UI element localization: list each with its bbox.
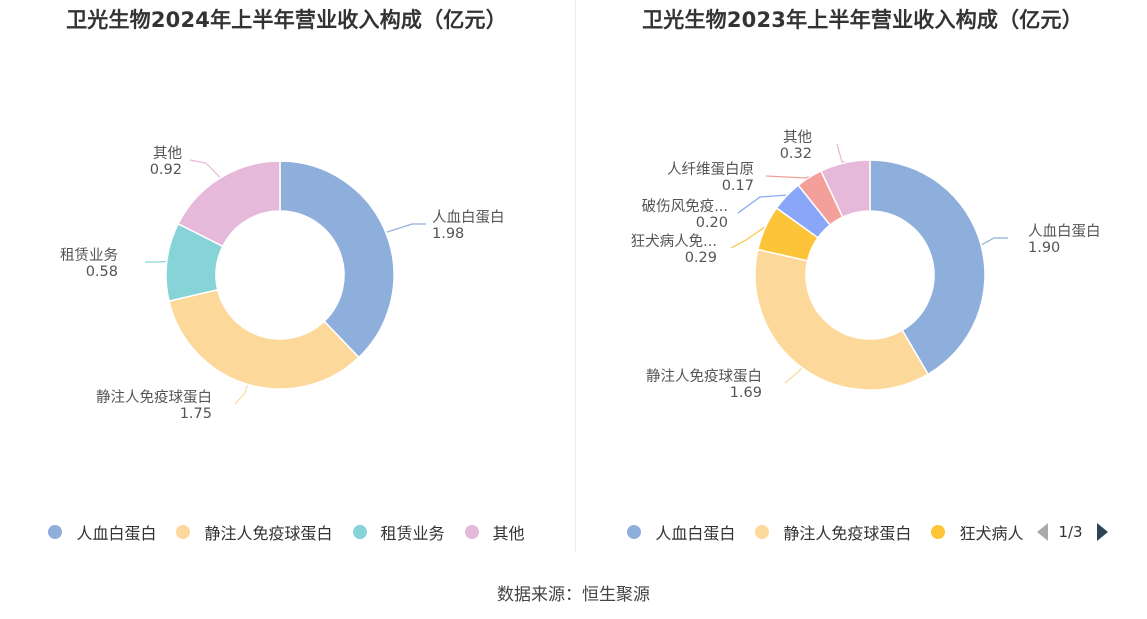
chart-panel-2023: 卫光生物2023年上半年营业收入构成（亿元） 人血白蛋白 1.90 静注人免疫球蛋白… (576, 0, 1147, 560)
slice-label-name: 静注人免疫球蛋白 (646, 368, 762, 385)
legend-item[interactable]: 租赁业务 (352, 520, 445, 544)
legend-item[interactable]: 人血白蛋白 (48, 520, 156, 544)
legend-dot (755, 525, 770, 539)
label-leader-line (836, 143, 845, 163)
slice-label-name: 其他 (783, 129, 812, 146)
legend-2024: 人血白蛋白 静注人免疫球蛋白 租赁业务 其他 (0, 518, 573, 546)
slice-label-value: 0.20 (696, 215, 728, 231)
legend-dot (627, 525, 642, 539)
label-leader-line (981, 237, 1008, 246)
legend-label: 狂犬病人 (959, 524, 1024, 543)
donut-slice[interactable] (820, 159, 871, 219)
legend-item[interactable]: 静注人免疫球蛋白 (755, 520, 911, 544)
slice-label-name: 破伤风免疫... (642, 198, 728, 215)
pager-prev-icon[interactable] (1037, 523, 1049, 541)
legend-dot (352, 525, 367, 539)
donut-slice[interactable] (869, 159, 986, 376)
slice-label-value: 1.75 (180, 406, 212, 422)
legend-dot (931, 525, 946, 539)
label-leader-line (234, 385, 248, 405)
label-leader-line (189, 159, 221, 178)
label-leader-line (765, 175, 809, 179)
slice-label-name: 人纤维蛋白原 (667, 161, 754, 178)
slice-label-name: 人血白蛋白 (1028, 223, 1101, 240)
label-leader-line (737, 194, 786, 214)
legend-item[interactable]: 狂犬病人 (931, 520, 1023, 544)
label-leader-line (386, 223, 426, 233)
label-leader-line (730, 226, 765, 249)
slice-label-name: 人血白蛋白 (432, 209, 505, 226)
slice-label-value: 0.92 (150, 162, 182, 178)
donut-slice[interactable] (754, 248, 930, 391)
legend-label: 人血白蛋白 (76, 524, 157, 543)
slice-label-name: 静注人免疫球蛋白 (96, 389, 212, 406)
pager-text: 1/3 (1058, 523, 1083, 541)
slice-label-name: 租赁业务 (60, 247, 118, 264)
legend-label: 静注人免疫球蛋白 (204, 524, 333, 543)
data-source-note: 数据来源：恒生聚源 (497, 585, 650, 605)
legend-label: 租赁业务 (380, 524, 445, 543)
legend-item[interactable]: 其他 (464, 520, 525, 544)
slice-label-value: 0.32 (780, 146, 812, 162)
slice-label-value: 0.58 (86, 264, 118, 280)
legend-label: 人血白蛋白 (655, 524, 736, 543)
slice-label-value: 1.69 (730, 385, 762, 401)
legend-label: 静注人免疫球蛋白 (783, 524, 912, 543)
legend-dot (464, 525, 479, 539)
slice-label-name: 其他 (153, 145, 182, 162)
panel-divider (575, 0, 576, 552)
chart-title-2024: 卫光生物2024年上半年营业收入构成（亿元） (66, 8, 507, 32)
slice-label-value: 0.29 (685, 250, 717, 266)
donut-slice[interactable] (168, 288, 360, 390)
legend-item[interactable]: 静注人免疫球蛋白 (176, 520, 333, 544)
label-leader-line (784, 368, 802, 384)
chart-title-2023: 卫光生物2023年上半年营业收入构成（亿元） (642, 8, 1083, 32)
donut-slice[interactable] (279, 160, 395, 359)
legend-dot (48, 525, 63, 539)
slice-label-value: 1.98 (432, 226, 464, 242)
legend-item[interactable]: 人血白蛋白 (627, 520, 735, 544)
slice-label-value: 0.17 (722, 178, 754, 194)
pager-next-icon[interactable] (1096, 523, 1108, 541)
legend-pager: 1/3 (1037, 523, 1108, 541)
legend-2023: 人血白蛋白 静注人免疫球蛋白 狂犬病人 1/3 (576, 518, 1147, 546)
donut-slice[interactable] (177, 160, 281, 248)
chart-panel-2024: 卫光生物2024年上半年营业收入构成（亿元） 人血白蛋白 1.98 静注人免疫球蛋白… (0, 0, 573, 560)
legend-label: 其他 (492, 524, 525, 543)
slice-label-value: 1.90 (1028, 240, 1060, 256)
slice-label-name: 狂犬病人免... (631, 233, 717, 250)
legend-dot (176, 525, 191, 539)
